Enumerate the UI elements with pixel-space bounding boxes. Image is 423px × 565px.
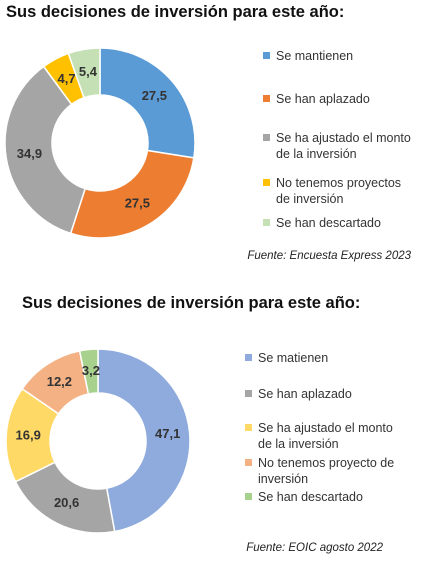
legend-item: No tenemos proyecto de inversión xyxy=(245,455,410,487)
legend-item: Se han descartado xyxy=(245,489,410,505)
legend-label: Se ha ajustado el monto de la inversión xyxy=(276,131,411,161)
donut-slice xyxy=(67,47,101,99)
legend-swatch xyxy=(263,179,270,186)
legend-label: Se han aplazado xyxy=(258,387,352,401)
data-label: 34,9 xyxy=(17,146,42,161)
donut-slice xyxy=(78,348,99,395)
legend-label: Se ha ajustado el monto de la inversión xyxy=(258,421,393,451)
legend-label: Se matienen xyxy=(258,351,329,365)
legend-item: Se ha ajustado el monto de la inversión xyxy=(263,130,413,162)
legend-swatch xyxy=(245,390,252,397)
legend-item: Se han aplazado xyxy=(245,386,410,402)
legend-swatch xyxy=(263,219,270,226)
legend-item: No tenemos proyectos de inversión xyxy=(263,175,413,207)
data-label: 16,9 xyxy=(16,427,41,442)
legend-swatch xyxy=(263,95,270,102)
donut-slice xyxy=(99,47,196,159)
legend-item: Se han aplazado xyxy=(263,91,413,107)
legend-item: Se ha ajustado el monto de la inversión xyxy=(245,420,410,452)
data-label: 12,2 xyxy=(47,374,72,389)
source-note: Fuente: Encuesta Express 2023 xyxy=(247,250,411,262)
legend-swatch xyxy=(245,424,252,431)
donut-slice xyxy=(97,348,191,533)
legend-swatch xyxy=(245,493,252,500)
data-label: 5,4 xyxy=(79,64,98,79)
legend-label: Se han descartado xyxy=(258,490,363,504)
legend-item: Se matienen xyxy=(245,350,410,366)
donut-slice xyxy=(69,149,195,239)
data-label: 47,1 xyxy=(155,426,180,441)
source-note: Fuente: EOIC agosto 2022 xyxy=(246,542,383,554)
legend-label: Se mantienen xyxy=(276,49,354,63)
donut-slice xyxy=(4,65,87,235)
legend-label: No tenemos proyectos de inversión xyxy=(276,176,402,206)
chart-title: Sus decisiones de inversión para este añ… xyxy=(22,294,361,312)
legend-swatch xyxy=(263,52,270,59)
legend-label: Se han descartado xyxy=(276,216,381,230)
legend-label: Se han aplazado xyxy=(276,92,370,106)
data-label: 27,5 xyxy=(142,88,167,103)
data-label: 20,6 xyxy=(54,495,79,510)
chart-title: Sus decisiones de inversión para este añ… xyxy=(6,3,345,21)
legend-label: No tenemos proyecto de inversión xyxy=(258,456,395,486)
legend-swatch xyxy=(245,354,252,361)
legend-swatch xyxy=(263,134,270,141)
legend-item: Se han descartado xyxy=(263,215,413,231)
data-label: 4,7 xyxy=(58,71,76,86)
data-label: 27,5 xyxy=(125,195,150,210)
data-label: 3,2 xyxy=(82,363,100,378)
legend-swatch xyxy=(245,459,252,466)
legend-item: Se mantienen xyxy=(263,48,413,64)
